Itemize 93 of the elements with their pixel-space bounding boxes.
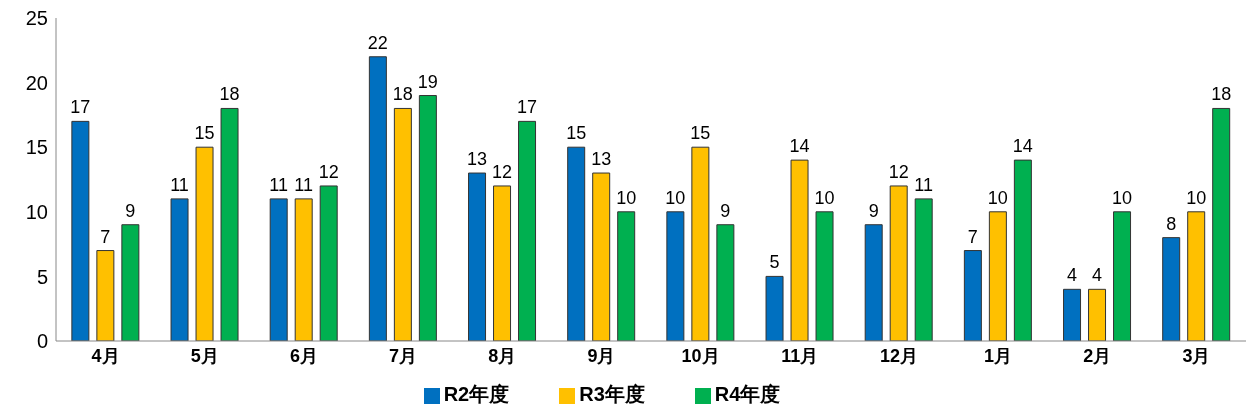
data-label: 4 xyxy=(1092,265,1103,286)
data-label: 18 xyxy=(392,84,413,105)
bar xyxy=(988,211,1007,341)
data-label: 10 xyxy=(987,187,1008,208)
bar xyxy=(319,185,338,341)
data-label: 13 xyxy=(591,149,612,170)
data-label: 7 xyxy=(967,226,978,247)
legend-label: R3年度 xyxy=(579,383,645,405)
data-label: 8 xyxy=(1166,213,1177,234)
y-tick-label: 20 xyxy=(25,71,48,94)
bar xyxy=(121,224,140,341)
y-tick-label: 5 xyxy=(36,265,48,288)
x-tick-label: 7月 xyxy=(389,345,418,366)
bar xyxy=(195,146,214,341)
bar xyxy=(666,211,685,341)
data-label: 10 xyxy=(665,187,686,208)
x-tick-label: 9月 xyxy=(587,345,616,366)
bar xyxy=(96,250,115,341)
data-label: 14 xyxy=(1012,136,1033,157)
legend-label: R2年度 xyxy=(443,383,510,405)
data-label: 4 xyxy=(1067,265,1078,286)
bar xyxy=(765,275,784,341)
bar xyxy=(790,159,809,341)
bar xyxy=(220,107,239,341)
x-tick-label: 6月 xyxy=(289,345,318,366)
data-label: 12 xyxy=(492,161,513,182)
bar xyxy=(170,198,189,341)
bar xyxy=(1013,159,1032,341)
bar xyxy=(368,56,387,341)
bar xyxy=(1187,211,1206,341)
x-tick-label: 3月 xyxy=(1182,345,1211,366)
data-label: 10 xyxy=(616,187,637,208)
bar xyxy=(468,172,487,341)
x-tick-label: 8月 xyxy=(488,345,517,366)
bar xyxy=(1212,107,1231,341)
y-tick-label: 25 xyxy=(25,7,48,30)
x-tick-label: 4月 xyxy=(91,345,120,366)
data-label: 11 xyxy=(170,174,189,195)
x-tick-label: 11月 xyxy=(781,345,819,366)
data-label: 11 xyxy=(269,174,289,195)
bar xyxy=(1113,211,1132,341)
x-tick-label: 10月 xyxy=(681,345,720,366)
data-label: 18 xyxy=(219,84,240,105)
data-label: 9 xyxy=(720,200,731,221)
bar xyxy=(963,250,982,341)
data-label: 15 xyxy=(194,123,215,144)
bar xyxy=(691,146,710,341)
bar xyxy=(815,211,834,341)
bar xyxy=(418,95,437,341)
bar xyxy=(1162,237,1181,341)
bar xyxy=(393,107,412,341)
data-label: 18 xyxy=(1211,84,1232,105)
bar xyxy=(269,198,288,341)
data-label: 10 xyxy=(1186,187,1207,208)
data-label: 11 xyxy=(294,174,314,195)
bar xyxy=(716,224,735,341)
bar xyxy=(493,185,512,341)
y-tick-label: 15 xyxy=(25,136,48,159)
bar xyxy=(518,120,537,341)
bar xyxy=(1063,288,1082,341)
data-label: 12 xyxy=(888,161,909,182)
data-label: 14 xyxy=(789,136,810,157)
bar xyxy=(1088,288,1107,341)
bar xyxy=(567,146,586,341)
bar xyxy=(914,198,933,341)
bar xyxy=(294,198,313,341)
data-label: 13 xyxy=(467,149,488,170)
bar xyxy=(889,185,908,341)
legend-label: R4年度 xyxy=(714,383,781,405)
data-label: 12 xyxy=(318,161,339,182)
data-label: 17 xyxy=(70,97,91,118)
x-tick-label: 2月 xyxy=(1083,345,1112,366)
x-tick-label: 12月 xyxy=(879,345,918,366)
x-tick-label: 5月 xyxy=(190,345,219,366)
bar xyxy=(864,224,883,341)
data-label: 9 xyxy=(125,200,136,221)
data-label: 15 xyxy=(690,123,711,144)
x-tick-label: 1月 xyxy=(984,345,1013,366)
data-label: 22 xyxy=(367,32,388,53)
data-label: 17 xyxy=(517,97,538,118)
data-label: 9 xyxy=(868,200,879,221)
bar xyxy=(617,211,636,341)
bar xyxy=(71,120,90,341)
data-label: 7 xyxy=(100,226,111,247)
bar xyxy=(592,172,611,341)
y-tick-label: 10 xyxy=(25,200,48,223)
data-label: 15 xyxy=(566,123,587,144)
data-label: 10 xyxy=(814,187,835,208)
data-label: 10 xyxy=(1112,187,1133,208)
data-label: 5 xyxy=(769,252,780,273)
data-label: 19 xyxy=(417,71,438,92)
y-tick-label: 0 xyxy=(36,330,48,353)
data-label: 11 xyxy=(914,174,934,195)
